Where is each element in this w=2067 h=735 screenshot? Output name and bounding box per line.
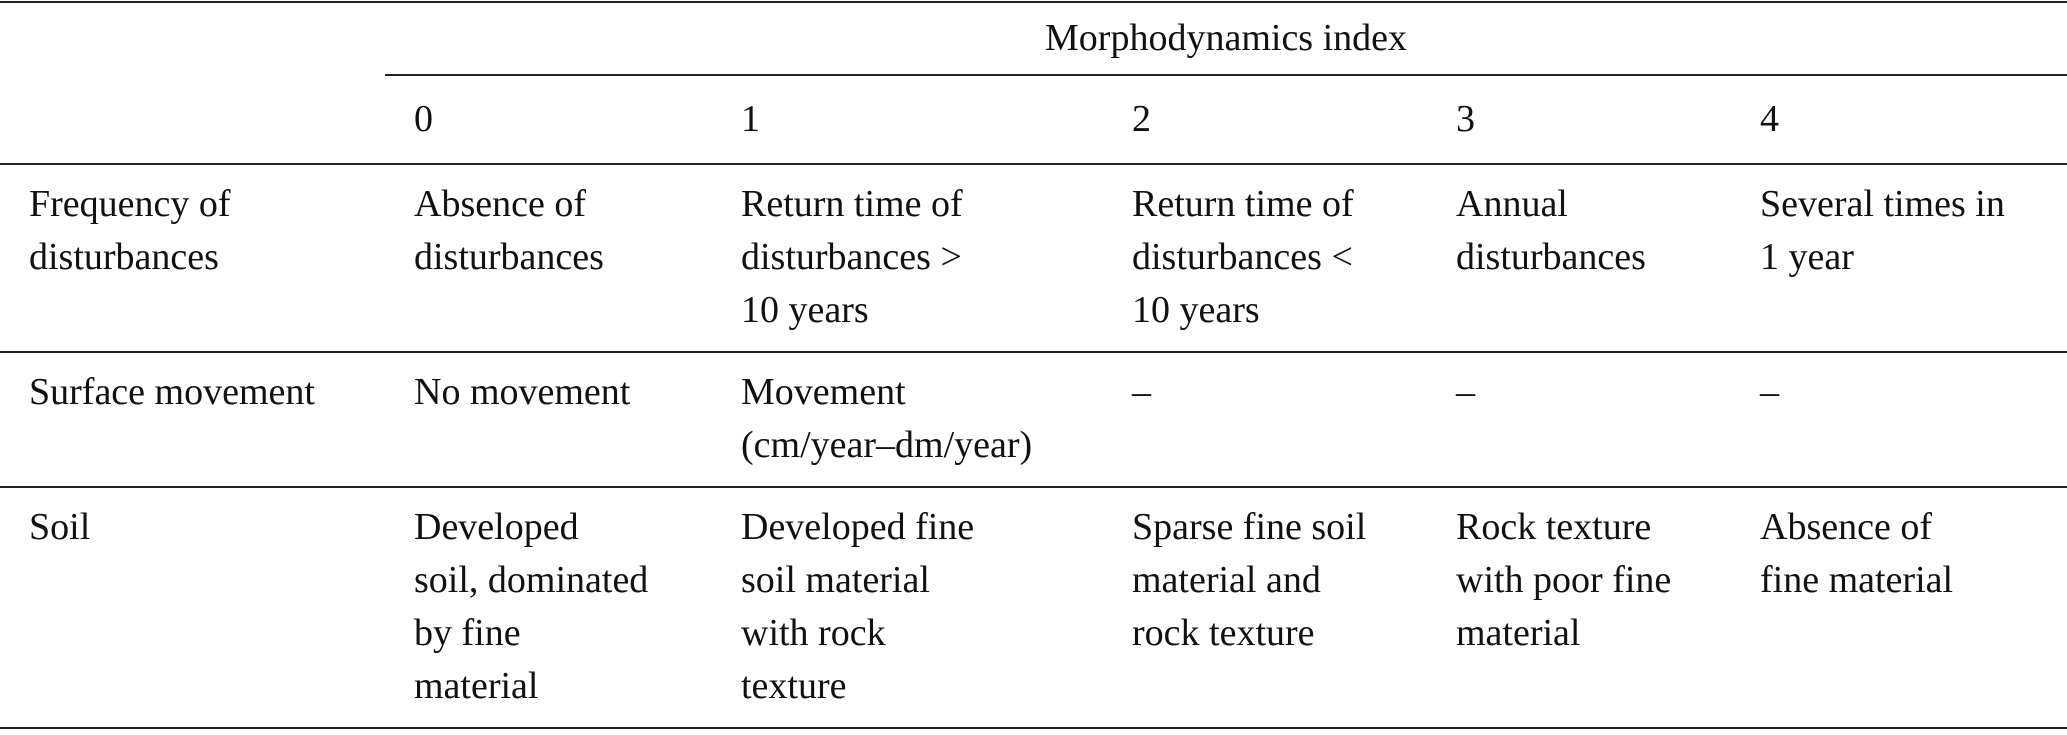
column-index: 2 [1103, 75, 1427, 165]
text-line: with poor fine [1456, 559, 1672, 601]
text-line: 10 years [741, 289, 869, 331]
table-cell: No movement [385, 352, 712, 488]
text-line: material [414, 665, 539, 707]
text-line: – [1760, 371, 1779, 413]
text-line: – [1456, 371, 1475, 413]
text-line: No movement [414, 371, 631, 413]
table-cell: Several times in 1 year [1731, 164, 2067, 353]
table-cell: Sparse fine soil material and rock texture [1103, 487, 1427, 729]
corner [0, 1, 385, 75]
text-line: Developed [414, 506, 579, 548]
table-row: Soil Developed soil, dominated by fine mater… [0, 487, 2067, 729]
text-line: Return time of [1132, 183, 1354, 225]
table-row: Surface movement No movement Movement (cm/y… [0, 352, 2067, 488]
text-line: with rock [741, 612, 886, 654]
text-line: 1 year [1760, 236, 1854, 278]
table-cell: Absence of fine material [1731, 487, 2067, 729]
text-line: Absence of [1760, 506, 1932, 548]
text-line: – [1132, 371, 1151, 413]
table-cell: Annual disturbances [1427, 164, 1731, 353]
text-line: Surface movement [29, 371, 315, 413]
text-line: material and [1132, 559, 1321, 601]
text-line: Annual [1456, 183, 1568, 225]
text-line: rock texture [1132, 612, 1315, 654]
row-label: Soil [0, 487, 385, 729]
row-label: Frequency of disturbances [0, 164, 385, 353]
text-line: texture [741, 665, 847, 707]
text-line: soil, dominated [414, 559, 649, 601]
column-index: 4 [1731, 75, 2067, 165]
table-cell: – [1427, 352, 1731, 488]
text-line: Developed fine [741, 506, 975, 548]
table-cell: Movement (cm/year–dm/year) [712, 352, 1103, 488]
text-line: Return time of [741, 183, 963, 225]
text-line: Movement [741, 371, 906, 413]
table-cell: – [1731, 352, 2067, 488]
text-line: Soil [29, 506, 91, 548]
text-line: disturbances [29, 236, 219, 278]
text-line: disturbances [1456, 236, 1646, 278]
text-line: (cm/year–dm/year) [741, 424, 1033, 466]
table-cell: – [1103, 352, 1427, 488]
text-line: soil material [741, 559, 930, 601]
text-line: disturbances < [1132, 236, 1353, 278]
text-line: Rock texture [1456, 506, 1652, 548]
text-line: Sparse fine soil [1132, 506, 1367, 548]
row-label: Surface movement [0, 352, 385, 488]
text-line: disturbances > [741, 236, 962, 278]
table-cell: Rock texture with poor fine material [1427, 487, 1731, 729]
text-line: Several times in [1760, 183, 2005, 225]
column-index: 0 [385, 75, 712, 165]
corner [0, 75, 385, 165]
table-cell: Developed soil, dominated by fine material [385, 487, 712, 729]
table-cell: Absence of disturbances [385, 164, 712, 353]
text-line: by fine [414, 612, 521, 654]
table-title: Morphodynamics index [385, 1, 2067, 76]
text-line: Frequency of [29, 183, 231, 225]
text-line: disturbances [414, 236, 604, 278]
table-cell: Return time of disturbances > 10 years [712, 164, 1103, 353]
column-index: 3 [1427, 75, 1731, 165]
text-line: fine material [1760, 559, 1954, 601]
table-row: Frequency of disturbances Absence of distur… [0, 164, 2067, 353]
column-index: 1 [712, 75, 1103, 165]
table-cell: Developed fine soil material with rock text… [712, 487, 1103, 729]
text-line: material [1456, 612, 1581, 654]
table-cell: Return time of disturbances < 10 years [1103, 164, 1427, 353]
text-line: 10 years [1132, 289, 1260, 331]
text-line: Absence of [414, 183, 586, 225]
title-row: Morphodynamics index [0, 1, 2067, 76]
